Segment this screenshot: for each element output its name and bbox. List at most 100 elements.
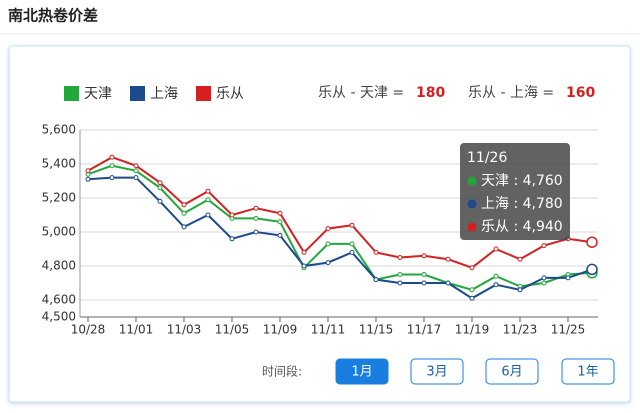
x-tick-label: 11/19 [455,323,490,337]
y-tick-label: 4,500 [42,310,76,324]
tooltip-row: 乐从 : 4,940 [481,219,563,235]
hover-point [586,236,598,248]
point [349,241,355,247]
range-button-label[interactable]: 6月 [501,365,522,380]
x-tick-label: 11/03 [167,323,202,337]
range-button-label[interactable]: 1月 [351,365,372,380]
range-button[interactable] [485,358,539,385]
hover-point [586,263,598,276]
point [493,273,499,279]
legend-swatch [130,86,145,101]
legend-label: 天津 [84,86,112,102]
point [421,280,427,286]
spread-label: 乐从 - 上海 = [468,85,554,101]
series-line [87,156,593,269]
point [253,215,259,221]
legend-label: 乐从 [216,86,244,102]
point [277,210,283,216]
y-tick-label: 5,400 [42,157,76,171]
range-button-label[interactable]: 1年 [577,365,598,380]
point [349,249,355,255]
range-button[interactable] [410,358,464,385]
tooltip-marker [467,199,477,209]
point [181,224,187,230]
point [493,282,499,288]
controls-label: 时间段: [262,364,302,379]
series-line [87,164,593,291]
x-tick-label: 11/23 [503,323,538,337]
point [109,154,115,160]
legend-label: 上海 [150,86,178,102]
point [325,260,331,266]
point [253,229,259,235]
y-tick-label: 4,800 [42,259,76,273]
point [397,255,403,260]
series-line [87,176,593,300]
point [349,222,355,228]
tooltip-marker [467,176,477,186]
point [301,263,307,269]
range-button[interactable] [335,358,389,385]
point [541,243,547,249]
point [469,295,475,301]
point [133,175,139,181]
x-tick-label: 11/17 [407,323,442,337]
range-button-label[interactable]: 3月 [426,365,447,380]
point [301,249,307,255]
y-tick-label: 5,600 [42,123,76,137]
x-tick-label: 11/15 [359,323,394,337]
legend-swatch [64,86,79,101]
point [445,256,451,262]
card [8,45,631,403]
point [421,253,427,259]
y-tick-label: 5,200 [42,191,76,205]
range-button[interactable] [561,358,615,385]
point [277,232,283,238]
point [493,246,499,252]
point [133,163,139,169]
point [85,168,91,174]
x-tick-label: 11/11 [311,323,346,337]
point [181,202,187,208]
point [253,205,259,211]
point [85,176,91,182]
tooltip-title: 11/26 [467,150,507,166]
x-tick-label: 11/25 [551,323,586,337]
point [421,272,427,277]
spread-label: 乐从 - 天津 = [318,85,404,101]
point [205,197,211,203]
point [517,287,523,293]
point [445,280,451,286]
point [325,241,331,247]
x-tick-label: 10/28 [71,323,106,337]
y-tick-label: 5,000 [42,225,76,239]
point [157,198,163,204]
point [109,175,115,181]
spread-value: 160 [566,85,595,101]
point [229,236,235,242]
point [133,168,139,174]
x-tick-label: 11/05 [215,323,250,337]
point [109,163,115,169]
tooltip-marker [467,222,477,232]
point [469,287,475,293]
spread-value: 180 [416,85,445,101]
point [541,275,547,281]
point [157,180,163,186]
point [565,275,571,281]
point [181,210,187,216]
point [373,277,379,283]
point [157,185,163,191]
point [469,265,475,271]
point [325,226,331,232]
point [373,249,379,255]
y-tick-label: 4,600 [42,293,76,307]
tooltip-row: 上海 : 4,780 [481,196,563,212]
point [229,212,235,218]
point [277,219,283,225]
x-tick-label: 11/09 [263,323,298,337]
point [397,272,403,277]
x-tick-label: 11/01 [119,323,154,337]
